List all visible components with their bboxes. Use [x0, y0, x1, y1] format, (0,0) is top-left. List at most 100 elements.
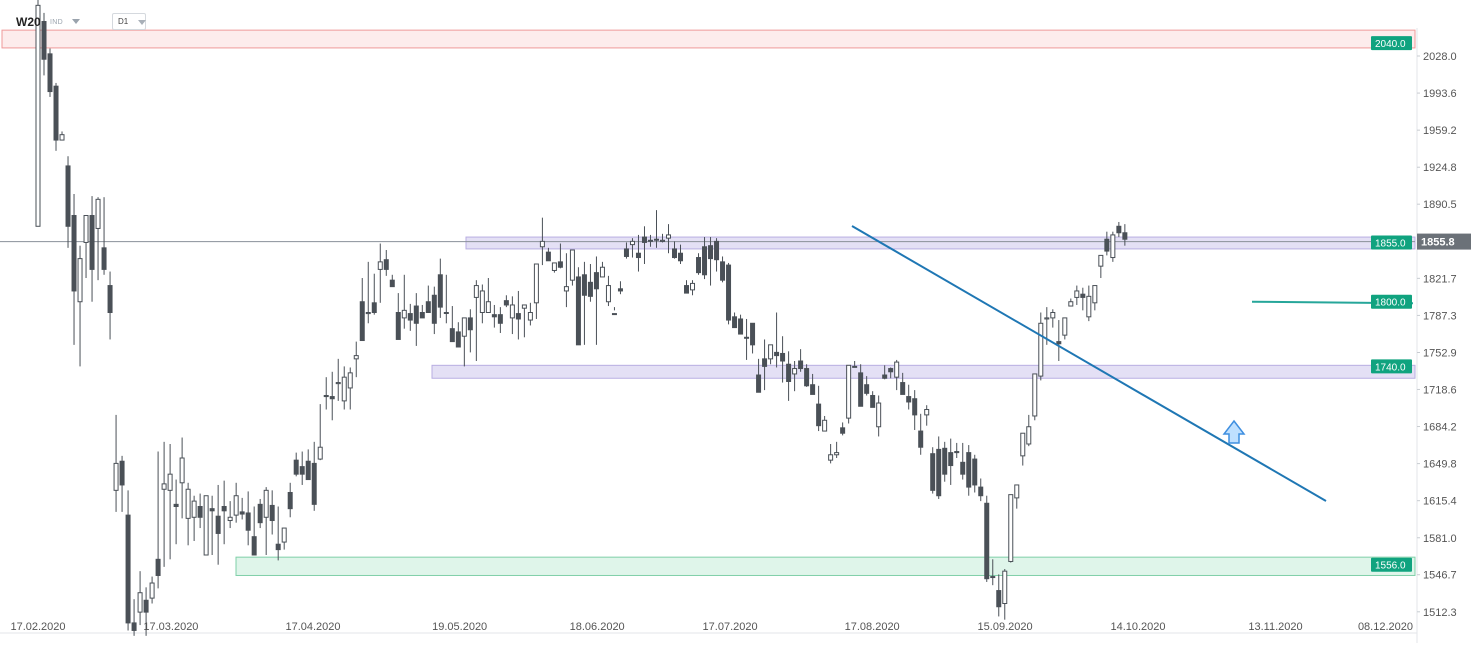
timeframe-select[interactable]: D1	[112, 13, 146, 30]
candle[interactable]	[672, 241, 678, 259]
symbol-dropdown-icon[interactable]	[72, 19, 80, 24]
candle[interactable]	[1056, 320, 1062, 362]
candle[interactable]	[497, 307, 503, 333]
candle[interactable]	[227, 501, 233, 529]
candle[interactable]	[311, 441, 317, 511]
candle[interactable]	[840, 422, 846, 436]
candle[interactable]	[629, 238, 635, 258]
candle[interactable]	[263, 487, 269, 556]
candle[interactable]	[659, 233, 665, 243]
candle[interactable]	[894, 359, 900, 391]
candle[interactable]	[1086, 285, 1092, 322]
candle[interactable]	[71, 193, 77, 345]
candle[interactable]	[708, 237, 714, 286]
candle[interactable]	[990, 559, 996, 586]
candle[interactable]	[515, 290, 521, 340]
candle[interactable]	[738, 314, 744, 335]
candle[interactable]	[269, 490, 275, 535]
candle[interactable]	[581, 261, 587, 345]
candle[interactable]	[95, 197, 101, 281]
candle[interactable]	[545, 247, 551, 262]
candle[interactable]	[858, 364, 864, 407]
candle[interactable]	[557, 243, 563, 269]
candle[interactable]	[1068, 298, 1074, 307]
candle[interactable]	[966, 445, 972, 496]
candle[interactable]	[702, 237, 708, 280]
candle[interactable]	[113, 414, 119, 512]
candle[interactable]	[569, 249, 575, 286]
candle[interactable]	[257, 498, 263, 529]
candle[interactable]	[335, 358, 341, 401]
candle[interactable]	[605, 275, 611, 307]
candle[interactable]	[485, 278, 491, 314]
candle[interactable]	[155, 451, 161, 589]
candle[interactable]	[83, 215, 89, 279]
candle[interactable]	[617, 281, 623, 295]
candle[interactable]	[371, 273, 377, 315]
candle[interactable]	[233, 482, 239, 523]
candle[interactable]	[912, 390, 918, 430]
candle[interactable]	[251, 506, 257, 556]
candle[interactable]	[984, 495, 990, 582]
candle[interactable]	[185, 482, 191, 546]
candle[interactable]	[972, 454, 978, 493]
candle[interactable]	[491, 304, 497, 328]
candle[interactable]	[641, 226, 647, 265]
candle[interactable]	[714, 238, 720, 272]
candle[interactable]	[275, 506, 281, 561]
candle[interactable]	[906, 384, 912, 410]
candle[interactable]	[780, 336, 786, 383]
candle[interactable]	[665, 224, 671, 254]
candle[interactable]	[503, 295, 509, 308]
candle[interactable]	[834, 441, 840, 459]
candle[interactable]	[593, 256, 599, 345]
candle[interactable]	[47, 48, 53, 97]
candle[interactable]	[1098, 254, 1104, 279]
candle[interactable]	[353, 341, 359, 378]
candle[interactable]	[726, 262, 732, 325]
candle[interactable]	[383, 249, 389, 276]
candle[interactable]	[575, 267, 581, 346]
candle[interactable]	[1008, 494, 1014, 563]
candle[interactable]	[449, 306, 455, 343]
candle[interactable]	[978, 478, 984, 502]
candle[interactable]	[852, 361, 858, 368]
candle[interactable]	[131, 599, 137, 636]
candle[interactable]	[347, 367, 353, 410]
candle[interactable]	[299, 451, 305, 485]
candle[interactable]	[1038, 312, 1044, 381]
candle[interactable]	[509, 296, 515, 335]
candle[interactable]	[690, 280, 696, 296]
candle[interactable]	[101, 197, 107, 275]
candle[interactable]	[359, 278, 365, 342]
candle[interactable]	[732, 312, 738, 329]
trendline[interactable]	[851, 225, 1327, 502]
candle[interactable]	[762, 339, 768, 391]
candle[interactable]	[1014, 484, 1020, 509]
candle[interactable]	[816, 385, 822, 432]
candle[interactable]	[395, 293, 401, 340]
candle[interactable]	[65, 156, 71, 248]
candle[interactable]	[1122, 224, 1128, 246]
candle[interactable]	[479, 284, 485, 324]
candle[interactable]	[786, 351, 792, 401]
candle[interactable]	[413, 293, 419, 346]
candle[interactable]	[407, 303, 413, 331]
candle[interactable]	[1110, 231, 1116, 262]
candle[interactable]	[647, 234, 653, 247]
candle[interactable]	[756, 358, 762, 393]
candle[interactable]	[936, 436, 942, 499]
candle[interactable]	[960, 442, 966, 480]
candle[interactable]	[996, 574, 1002, 617]
candle[interactable]	[125, 490, 131, 631]
candle[interactable]	[419, 304, 425, 319]
candle[interactable]	[137, 571, 143, 626]
candle[interactable]	[1002, 569, 1008, 620]
candle[interactable]	[798, 349, 804, 372]
candle[interactable]	[635, 234, 641, 272]
candle[interactable]	[287, 482, 293, 518]
candle[interactable]	[41, 12, 47, 76]
candle[interactable]	[918, 413, 924, 455]
candle[interactable]	[1080, 287, 1086, 311]
candle[interactable]	[930, 447, 936, 494]
